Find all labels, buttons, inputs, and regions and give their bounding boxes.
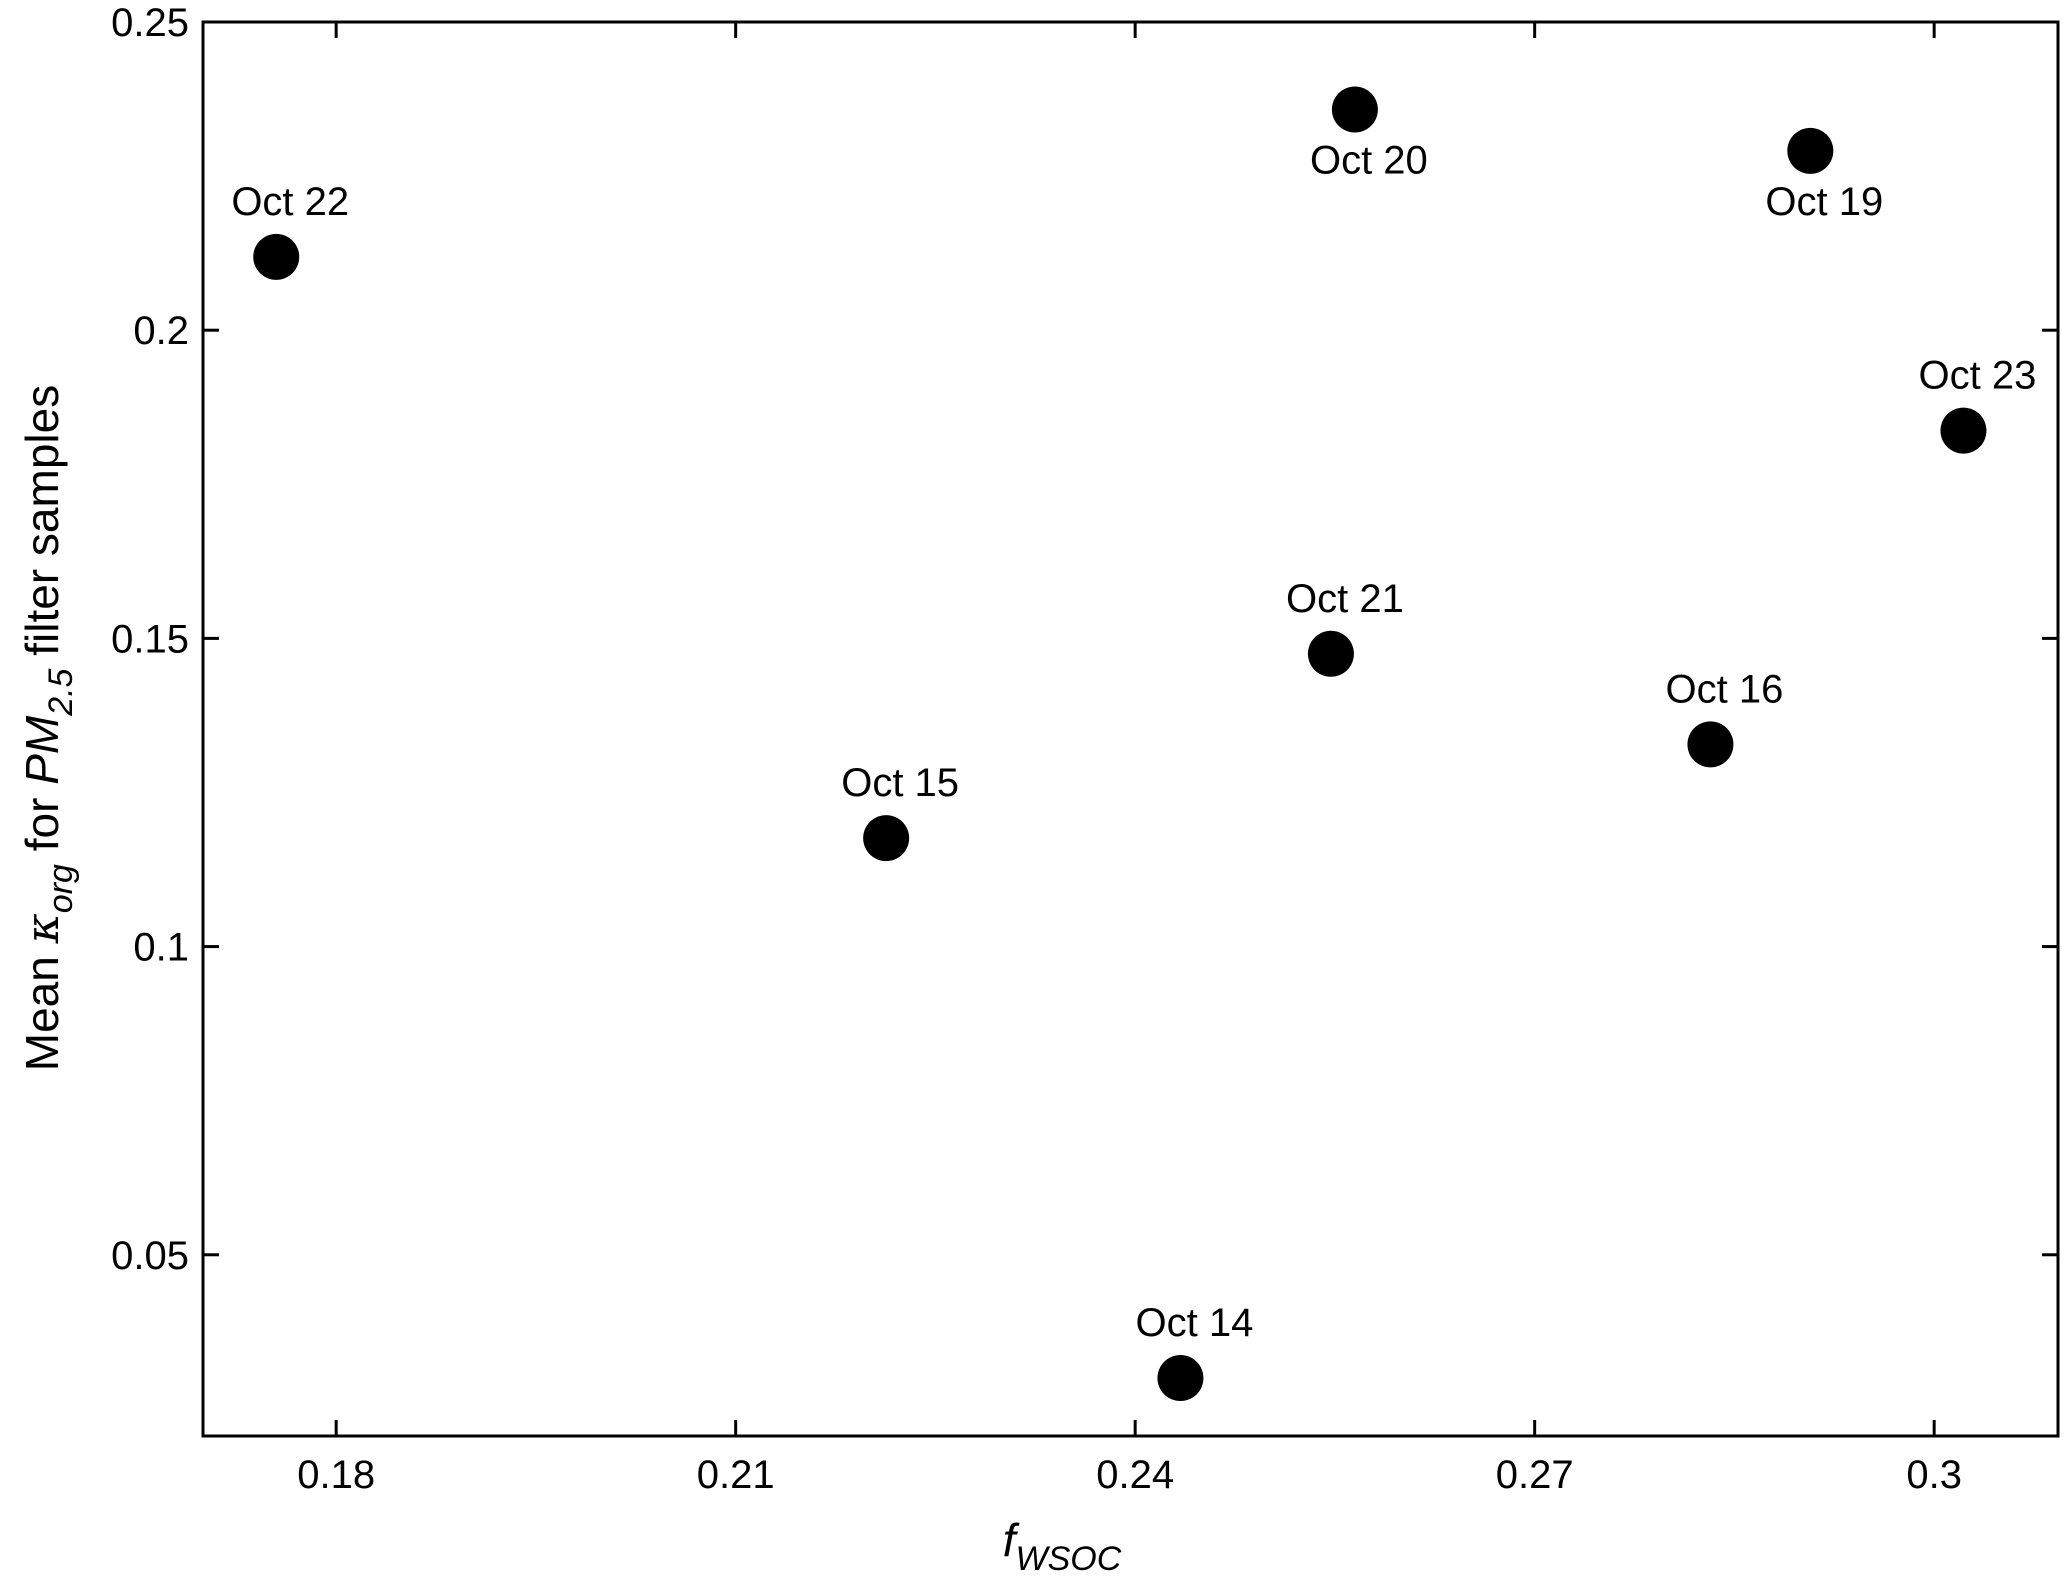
data-point [1331, 86, 1378, 133]
y-tick-label: 0.05 [111, 1234, 189, 1278]
data-point [1307, 630, 1354, 677]
y-axis-title-prefix: Mean [16, 943, 68, 1071]
y-axis-title: Mean κorg for PM2.5 filter samples [15, 385, 80, 1071]
data-point [863, 815, 910, 862]
y-axis-ticks: 0.05 0.1 0.15 0.2 0.25 [111, 1, 2058, 1278]
data-point [253, 233, 300, 280]
data-point-label: Oct 16 [1666, 667, 1784, 711]
y-tick-label: 0.25 [111, 1, 189, 45]
y-axis-title-mid: for [16, 785, 68, 864]
y-tick-label: 0.1 [133, 926, 189, 970]
data-point [1687, 721, 1734, 768]
data-point [1787, 127, 1834, 174]
x-axis-title-main: f [1003, 1514, 1020, 1566]
x-tick-label: 0.27 [1496, 1453, 1574, 1497]
data-point [1940, 407, 1987, 454]
data-point-label: Oct 15 [841, 761, 959, 805]
y-tick-label: 0.2 [133, 309, 189, 353]
x-axis-ticks: 0.18 0.21 0.24 0.27 0.3 [297, 22, 1962, 1497]
data-point-label: Oct 21 [1286, 577, 1404, 621]
x-tick-label: 0.3 [1906, 1453, 1962, 1497]
x-axis-title: fWSOC [1003, 1514, 1122, 1576]
data-point-label: Oct 20 [1310, 139, 1428, 183]
data-point-label: Oct 23 [1919, 354, 2037, 398]
y-axis-title-pm: PM [16, 715, 68, 785]
x-tick-label: 0.18 [297, 1453, 375, 1497]
x-tick-label: 0.21 [697, 1453, 775, 1497]
y-axis-title-suffix: filter samples [16, 385, 68, 669]
y-tick-label: 0.15 [111, 617, 189, 661]
y-axis-title-pm-sub: 2.5 [42, 668, 80, 716]
data-point-label: Oct 14 [1136, 1301, 1254, 1345]
y-axis-title-kappa-sub: org [42, 864, 80, 913]
data-point [1157, 1355, 1204, 1402]
data-point-label: Oct 19 [1765, 180, 1883, 224]
x-tick-label: 0.24 [1096, 1453, 1174, 1497]
data-point-label: Oct 22 [231, 180, 349, 224]
y-axis-title-kappa: κ [15, 913, 69, 944]
x-axis-title-sub: WSOC [1016, 1540, 1122, 1576]
plot-area-frame [201, 20, 2060, 1438]
data-points: Oct 22 Oct 20 Oct 19 Oct 23 Oct 21 Oct 16 Oct … [231, 86, 2037, 1402]
